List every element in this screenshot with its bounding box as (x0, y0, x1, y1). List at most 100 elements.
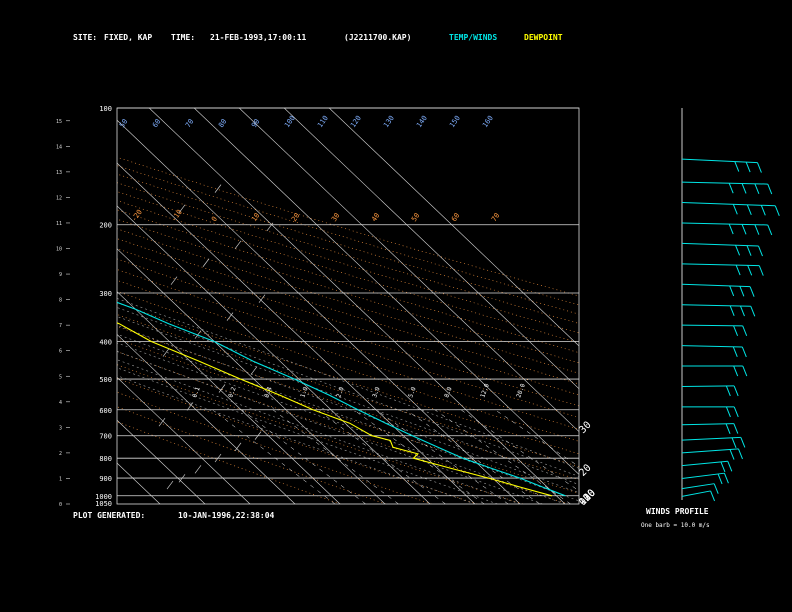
dry-adiabat-line (117, 182, 579, 324)
dry-adiabat-line (117, 200, 579, 344)
dry-adiabat-line (117, 238, 579, 385)
wind-barb-flag (717, 473, 723, 485)
moist-adiabat-line (117, 359, 521, 504)
isotherm-line (0, 108, 70, 504)
dry-adiabat-mid-label: 0 (210, 215, 219, 223)
pressure-tick-label: 1000 (95, 493, 112, 501)
dry-adiabat-top-label: 160 (481, 114, 495, 129)
plot-wind-mark (178, 204, 186, 214)
plot-wind-mark (214, 453, 222, 463)
height-tick-label: 9 (59, 272, 62, 278)
run-id: (J2211700.KAP) (344, 33, 412, 42)
plot-frame (116, 107, 580, 505)
wind-barb-flag (733, 325, 739, 336)
plot-wind-mark (218, 384, 226, 393)
wind-barb-flag (710, 490, 716, 502)
mixing-ratio-line (405, 409, 541, 504)
wind-barb-shaft (681, 202, 776, 207)
wind-barb-flag (746, 245, 752, 256)
dry-adiabat-line (117, 165, 579, 306)
isotherm-line (117, 248, 386, 504)
isobar-lines (117, 107, 579, 497)
wind-barb-shaft (681, 448, 739, 454)
wind-barb-flag (741, 346, 747, 358)
pressure-tick-label: 100 (99, 105, 112, 113)
wind-barb-flag (725, 385, 731, 397)
dry-adiabat-mid-label: 10 (250, 212, 261, 224)
dry-adiabat-top-label: 80 (217, 118, 228, 130)
dry-adiabat-mid-label: -20 (130, 208, 144, 223)
wind-barb-flag (731, 437, 737, 448)
dry-adiabat-top-label: 50 (118, 118, 129, 130)
wind-barb-flag (741, 183, 747, 194)
mixing-ratio-label: 3.0 (371, 386, 381, 399)
isotherm-line (117, 291, 341, 504)
wind-barb-flag (750, 306, 756, 317)
wind-barb-flag (758, 265, 764, 276)
mixing-ratio-line (272, 409, 399, 504)
dewpoint-line (117, 322, 553, 497)
wind-barb-flag (732, 204, 738, 215)
dry-adiabat-line (117, 326, 579, 481)
wind-barb-shaft (681, 181, 768, 185)
isotherm-line (0, 108, 115, 504)
plot-wind-mark (162, 348, 170, 357)
wind-barb-shaft (681, 460, 728, 467)
moist-adiabat-line (117, 375, 476, 504)
isotherm-line (117, 119, 521, 504)
wind-barb-flag (713, 483, 719, 494)
wind-barb-flag (729, 305, 735, 317)
plot-wind-mark (170, 276, 178, 285)
wind-profile-note: One barb = 10.0 m/s (641, 522, 710, 529)
wind-barb-flag (760, 205, 766, 216)
dry-adiabat-top-label: 110 (316, 114, 330, 129)
mixing-ratio-line (376, 409, 509, 504)
mixing-ratio-label: 8.0 (443, 386, 453, 399)
pressure-tick-label: 900 (99, 475, 112, 483)
wind-barb-shaft (681, 483, 715, 490)
height-tick-label: 0 (59, 502, 62, 508)
wind-barb-flag (756, 162, 762, 173)
dry-adiabat-line (117, 248, 579, 396)
mixing-ratio-line (494, 409, 579, 467)
dry-adiabat-line (117, 218, 579, 364)
wind-barb-flag (741, 224, 747, 235)
wind-barb-flag (735, 264, 741, 276)
plot-wind-mark (194, 330, 202, 339)
wind-barb-flag (733, 385, 739, 397)
wind-barb-flag (767, 183, 773, 195)
mixing-ratio-label: 0.4 (263, 386, 273, 399)
height-tick-label: 12 (56, 195, 62, 201)
plot-wind-mark (254, 431, 262, 440)
dry-adiabat-line (117, 302, 579, 455)
dry-adiabat-top-label: 70 (184, 118, 195, 130)
dry-adiabat-top-label: 100 (283, 114, 297, 129)
isotherm-line (117, 162, 476, 504)
mixing-ratio-label: 20.0 (515, 382, 527, 398)
wind-barb-flag (733, 365, 739, 377)
wind-barb-flag (735, 245, 741, 256)
pressure-tick-label: 600 (99, 407, 112, 415)
wind-barb-shaft (681, 436, 741, 441)
dry-adiabat-top-label: 130 (382, 114, 396, 129)
height-tick-label: 11 (56, 221, 62, 227)
wind-barb-flag (754, 224, 760, 235)
mixing-ratio-line (212, 409, 336, 504)
wind-barb-flag (723, 472, 729, 484)
moist-adiabat-line (117, 316, 579, 485)
plot-wind-mark (226, 312, 234, 321)
pressure-tick-label: 200 (99, 222, 112, 230)
dry-adiabat-line (117, 351, 569, 504)
wind-barb-flag (767, 224, 773, 236)
wind-barb-flag (747, 265, 753, 276)
height-tick-label: 15 (56, 119, 62, 125)
wind-barb-flag (725, 406, 731, 418)
wind-barb-flag (728, 182, 734, 194)
dry-adiabat-line (117, 421, 341, 504)
wind-barb-flag (727, 461, 733, 472)
wind-barb-shaft (681, 242, 759, 247)
pressure-tick-label: 700 (99, 433, 112, 441)
plot-wind-mark (234, 442, 242, 452)
dry-adiabat-line (117, 269, 579, 418)
wind-barb-shaft (681, 490, 711, 497)
